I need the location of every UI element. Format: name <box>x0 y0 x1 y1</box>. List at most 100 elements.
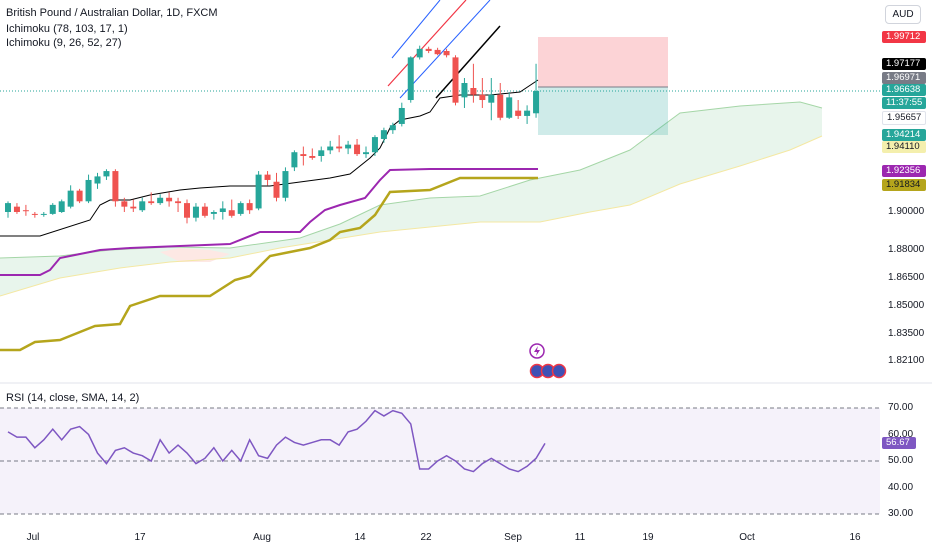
candle-body <box>371 137 378 153</box>
candle-body <box>479 94 486 101</box>
price-tag: 1.94214 <box>882 129 926 141</box>
candle <box>5 201 11 218</box>
candle <box>363 146 369 158</box>
candle <box>497 83 504 121</box>
candle-body <box>246 203 253 211</box>
target-zone <box>538 87 668 135</box>
candle <box>184 199 190 224</box>
candle-body <box>130 206 137 209</box>
candle-body <box>67 190 74 207</box>
pitchfork-lower <box>399 0 491 99</box>
price-axis-tick: 1.86500 <box>888 272 925 283</box>
price-axis-tick: 1.85000 <box>888 300 925 311</box>
candle <box>291 150 298 172</box>
candle <box>175 197 182 212</box>
candle-body <box>264 174 271 180</box>
candle <box>470 63 477 103</box>
candle <box>488 78 495 121</box>
candle-body <box>49 204 56 214</box>
candle <box>148 192 155 205</box>
rsi-axis-tick: 60.00 <box>888 428 914 440</box>
indicator-legend-ichimoku-2[interactable]: Ichimoku (9, 26, 52, 27) <box>6 37 122 49</box>
ichimoku-senkou-long <box>0 176 538 352</box>
candle <box>40 212 47 217</box>
price-tag: 11:37:55 <box>882 97 926 109</box>
candle-body <box>201 206 208 216</box>
candle-body <box>407 57 414 101</box>
candle <box>345 140 352 155</box>
candle <box>112 169 119 207</box>
candle <box>273 172 280 202</box>
candle <box>130 199 137 212</box>
ichimoku-cloud <box>0 101 823 297</box>
candle-body <box>506 97 513 118</box>
candle <box>300 146 307 166</box>
candle <box>452 55 459 106</box>
candle <box>246 199 253 214</box>
time-axis-tick: Jul <box>26 532 40 543</box>
candle-body <box>282 171 289 198</box>
candle <box>228 199 235 218</box>
candle-body <box>121 201 128 207</box>
chart-title: British Pound / Australian Dollar, 1D, F… <box>6 7 218 19</box>
rsi-axis-tick: 30.00 <box>888 508 914 519</box>
candle <box>219 201 226 220</box>
currency-button[interactable]: AUD <box>885 5 921 24</box>
candle-body <box>416 48 423 58</box>
pitchfork-median <box>387 0 467 87</box>
indicator-legend-rsi[interactable]: RSI (14, close, SMA, 14, 2) <box>6 392 140 404</box>
candle <box>318 146 325 162</box>
senkou-b <box>0 135 823 297</box>
candle-body <box>112 171 119 202</box>
candle-body <box>58 201 65 212</box>
candle-body <box>184 203 190 218</box>
candle-body <box>318 150 325 156</box>
candle-body <box>300 154 307 156</box>
ichimoku-kijun <box>0 79 539 237</box>
candle <box>210 210 217 220</box>
price-grid <box>0 90 932 384</box>
candle <box>49 203 56 215</box>
candle-body <box>94 176 101 184</box>
price-tag: 1.95657 <box>882 111 926 125</box>
rsi-value-tag: 56.67 <box>882 437 916 449</box>
candle <box>237 201 244 216</box>
candle <box>416 45 423 60</box>
cloud-ahead <box>0 102 822 296</box>
indicator-legend-ichimoku-1[interactable]: Ichimoku (78, 103, 17, 1) <box>6 23 128 35</box>
time-axis-tick: 14 <box>354 532 366 543</box>
candle <box>434 47 441 56</box>
candle-body <box>237 203 244 214</box>
time-axis-tick: 17 <box>134 532 146 543</box>
candle-body <box>273 181 280 198</box>
pitchfork-upper <box>391 0 441 59</box>
candle <box>201 203 208 218</box>
candle-body <box>380 130 387 139</box>
candle-body <box>443 50 450 56</box>
candle-body <box>76 190 83 202</box>
candle-body <box>139 201 146 211</box>
candle-body <box>192 206 199 218</box>
candle <box>479 78 486 108</box>
candle <box>327 140 334 155</box>
candle <box>309 148 316 160</box>
time-axis-tick: 16 <box>849 532 861 543</box>
candle-body <box>336 146 343 149</box>
time-axis-tick: Oct <box>739 532 755 543</box>
candle <box>264 171 271 186</box>
candle-body <box>354 144 361 155</box>
lightning-glyph <box>534 346 540 356</box>
candle <box>85 174 92 204</box>
candle <box>506 92 513 119</box>
time-axis-tick: Aug <box>253 532 271 543</box>
candle-body <box>22 210 29 212</box>
price-axis-tick: 1.90000 <box>888 206 925 217</box>
candle <box>139 197 146 212</box>
rsi-band <box>0 408 880 514</box>
economic-event-icon <box>551 363 567 379</box>
candle-body <box>5 203 11 212</box>
candle <box>58 199 65 213</box>
candle <box>157 194 164 205</box>
trend-line <box>435 25 501 99</box>
